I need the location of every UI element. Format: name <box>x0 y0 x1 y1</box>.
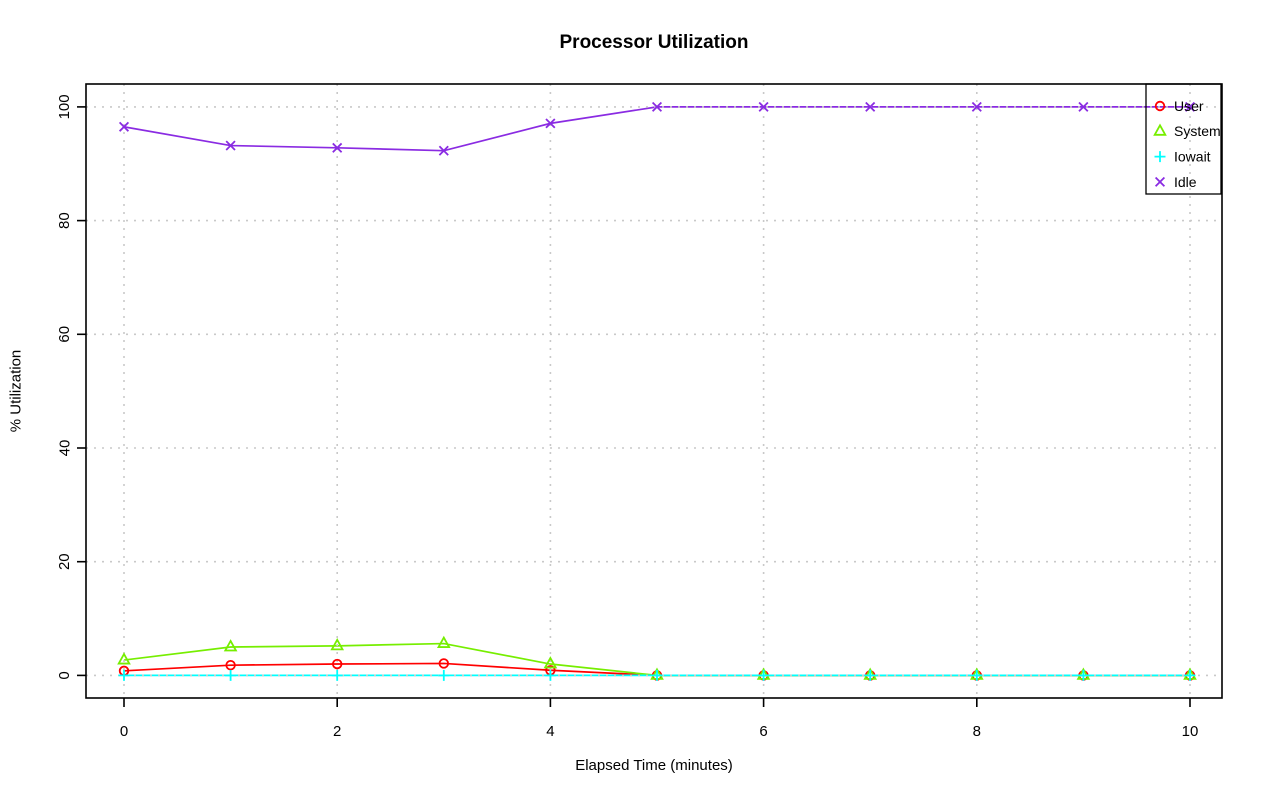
data-point-system <box>117 652 131 665</box>
legend-label: Iowait <box>1174 149 1211 165</box>
legend-marker-circle-icon <box>1154 100 1166 112</box>
gridlines <box>86 84 1222 698</box>
legend-entry-system: System <box>1153 123 1221 139</box>
data-point-iowait <box>651 669 663 681</box>
data-point-iowait <box>758 669 770 681</box>
legend-box <box>1145 83 1222 195</box>
series-lines <box>123 106 1190 677</box>
legend-label: User <box>1174 98 1204 114</box>
legend-label: Idle <box>1174 174 1197 190</box>
data-point-system <box>223 639 238 652</box>
x-tick-label: 4 <box>546 723 554 740</box>
y-tick-label: 60 <box>56 326 73 343</box>
data-point-idle <box>118 121 130 132</box>
data-point-idle <box>865 101 876 112</box>
legend: User System Iowait Idle <box>1145 83 1222 195</box>
y-tick-label: 80 <box>56 212 73 229</box>
series-markers-iowait <box>118 669 1196 681</box>
data-point-idle <box>545 118 556 129</box>
legend-entry-user: User <box>1154 98 1204 114</box>
x-axis-label: Elapsed Time (minutes) <box>575 757 733 774</box>
x-tick-label: 2 <box>333 723 341 740</box>
data-point-user <box>438 658 450 669</box>
series-markers-idle <box>118 101 1196 156</box>
data-point-system <box>436 635 451 648</box>
data-point-iowait <box>544 669 556 681</box>
data-point-iowait <box>864 669 876 681</box>
legend-entry-idle: Idle <box>1154 174 1197 190</box>
data-point-iowait <box>971 669 983 681</box>
legend-label: System <box>1174 123 1221 139</box>
legend-marker-x-icon <box>1154 176 1166 187</box>
data-point-idle <box>651 101 663 112</box>
chart-title: Processor Utilization <box>559 32 749 53</box>
x-tick-label: 0 <box>120 723 128 740</box>
data-point-iowait <box>1077 669 1089 681</box>
y-tick-label: 40 <box>56 440 73 457</box>
plot-box <box>85 83 1223 699</box>
x-tick-label: 6 <box>759 723 767 740</box>
x-tick-label: 8 <box>973 723 981 740</box>
data-point-idle <box>332 142 343 153</box>
legend-entry-iowait: Iowait <box>1154 149 1211 165</box>
data-point-iowait <box>1184 669 1196 681</box>
series-line-idle <box>123 106 1190 152</box>
data-point-iowait <box>118 669 130 681</box>
y-tick-label: 20 <box>56 553 73 570</box>
data-point-idle <box>1184 101 1196 112</box>
data-point-idle <box>438 145 449 156</box>
data-point-user <box>332 658 343 670</box>
data-point-idle <box>225 140 236 151</box>
data-point-idle <box>971 101 982 112</box>
axis-ticks <box>77 106 1191 707</box>
legend-marker-triangle-icon <box>1153 123 1167 136</box>
data-point-system <box>330 637 345 651</box>
data-point-iowait <box>331 669 343 681</box>
data-point-system <box>543 656 558 669</box>
y-tick-label: 100 <box>56 94 73 119</box>
data-point-iowait <box>438 669 450 681</box>
legend-marker-plus-icon <box>1154 151 1166 163</box>
data-point-idle <box>758 101 769 112</box>
x-tick-label: 10 <box>1182 723 1199 740</box>
data-point-idle <box>1078 101 1089 112</box>
y-axis-label: % Utilization <box>7 349 25 433</box>
y-tick-label: 0 <box>56 671 73 679</box>
data-point-user <box>225 659 236 671</box>
data-point-iowait <box>225 669 237 681</box>
